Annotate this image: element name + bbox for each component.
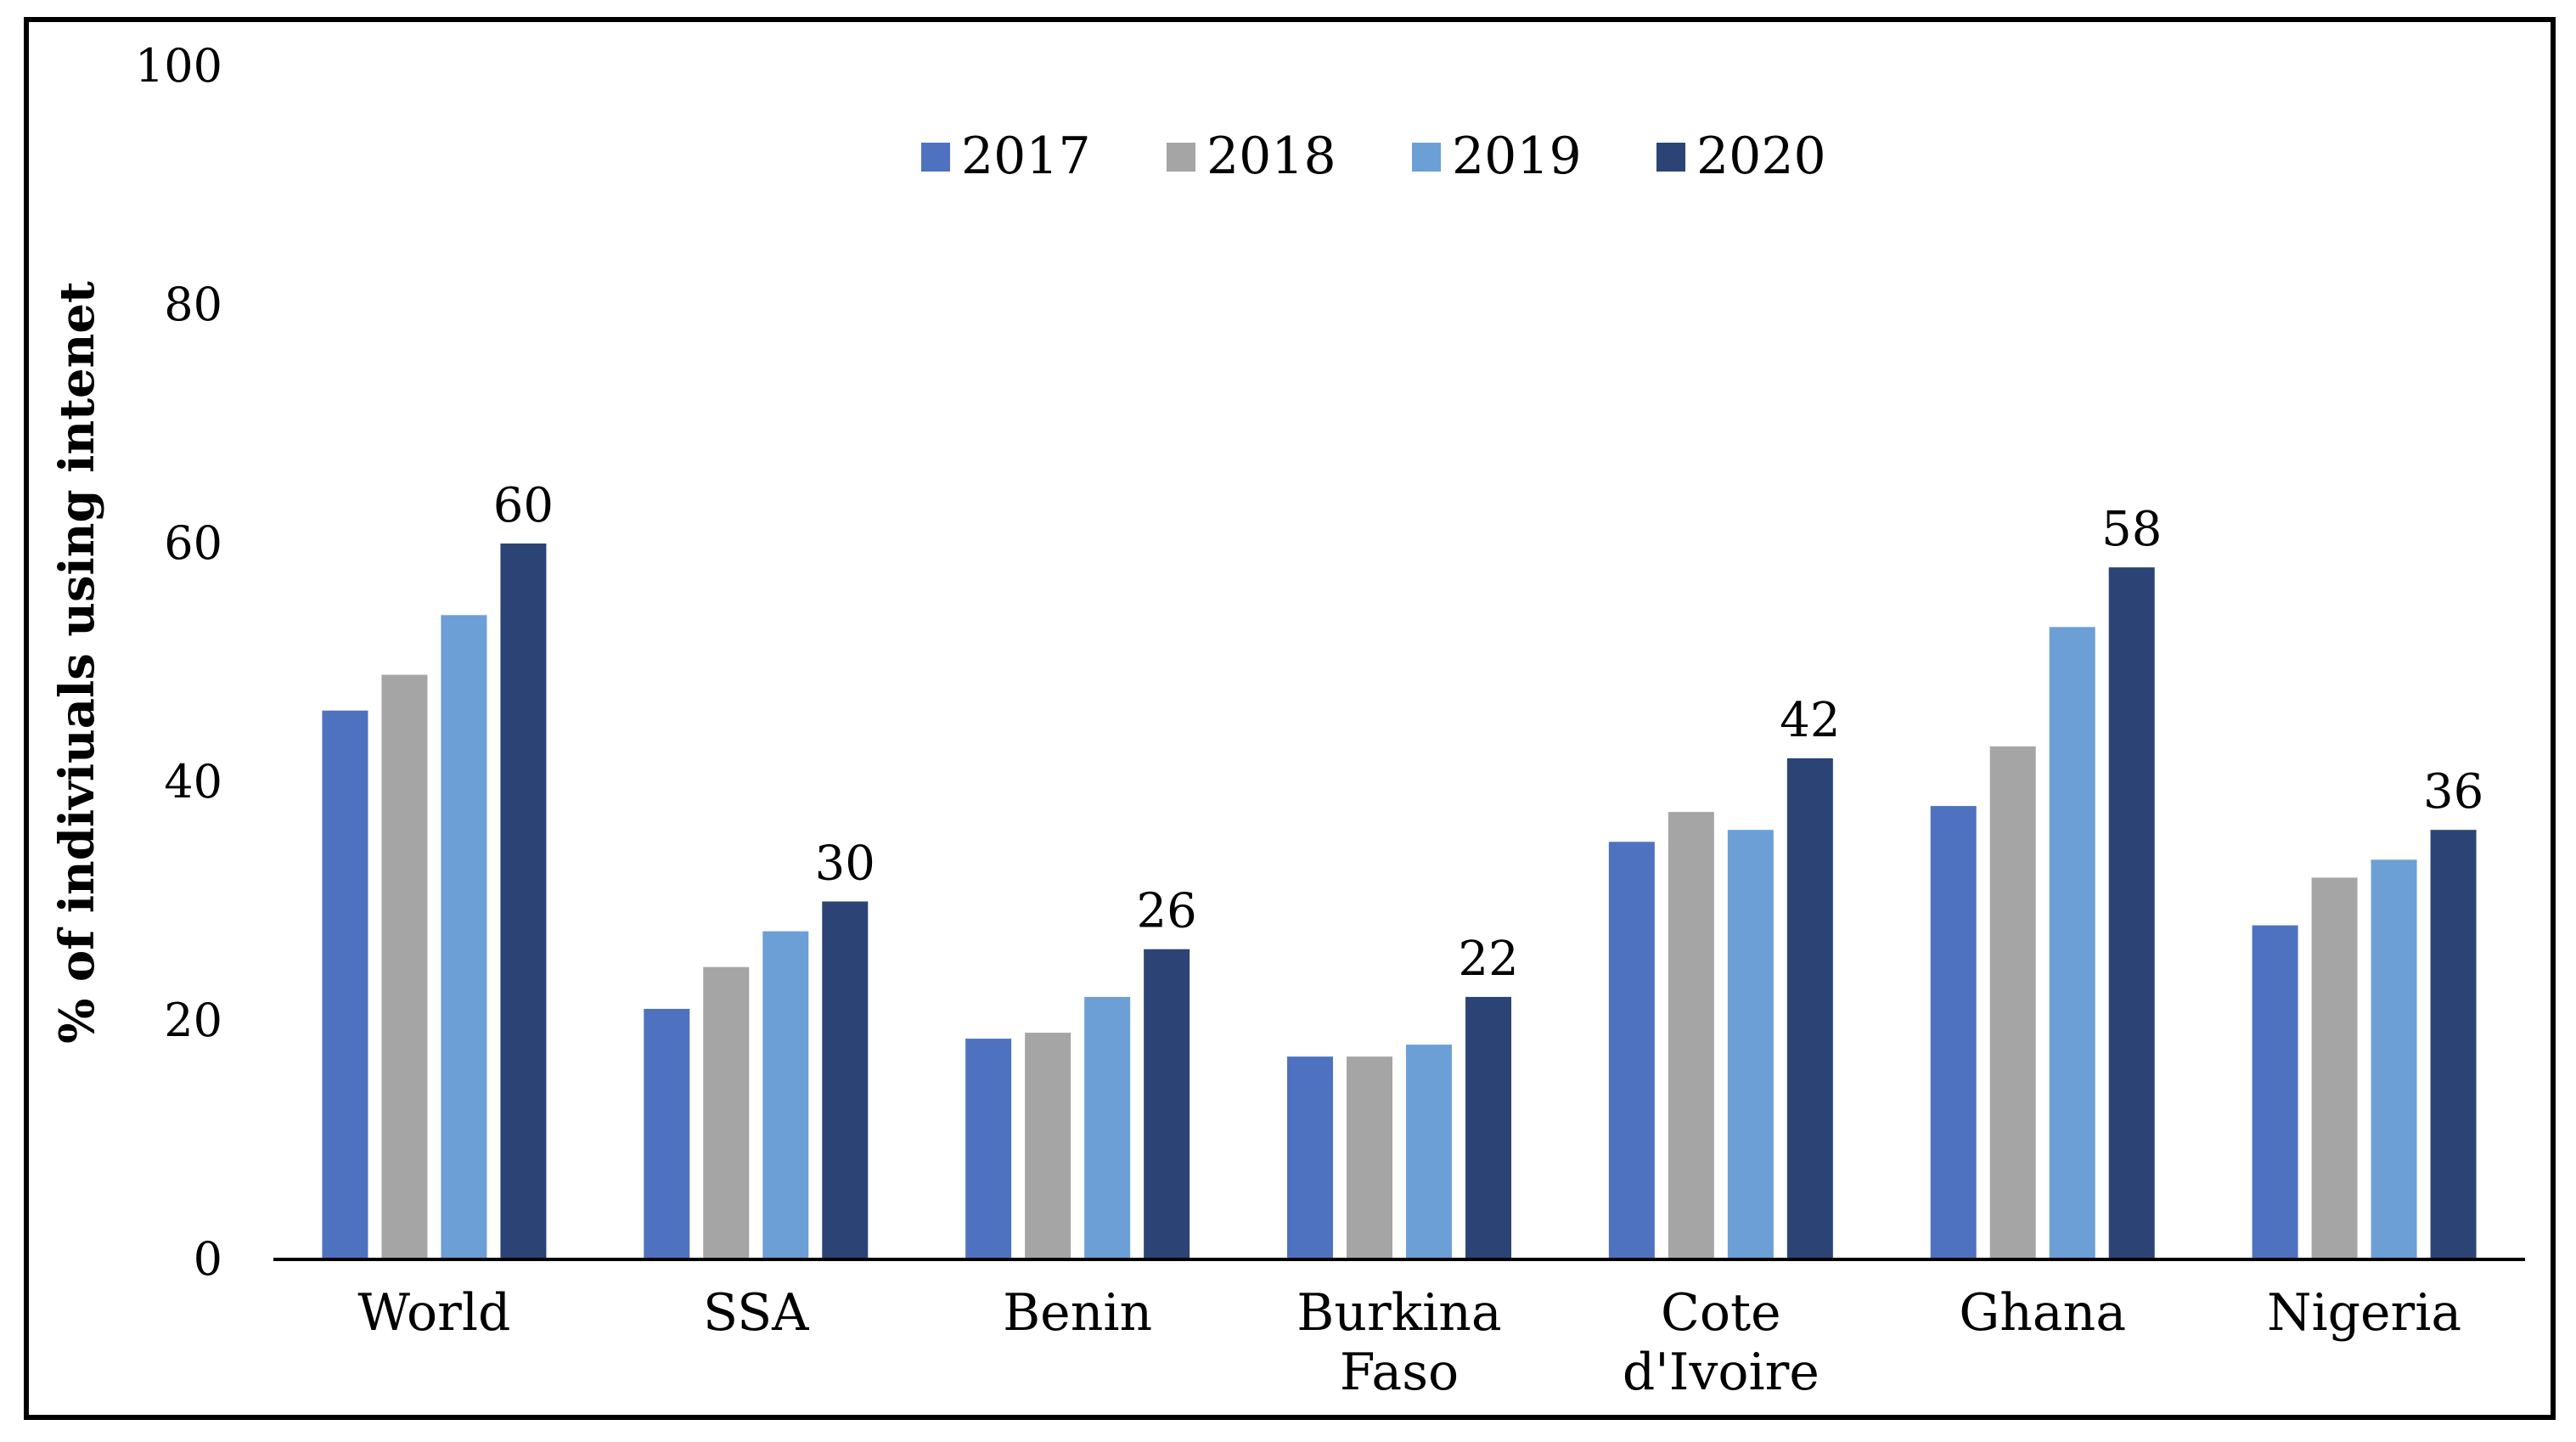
- bar-2017: [1608, 842, 1655, 1259]
- x-tick-label: Cote d'Ivoire: [1623, 1283, 1820, 1402]
- legend-swatch-2017: [921, 143, 950, 172]
- bar-2018: [2311, 877, 2358, 1259]
- x-tick-label: Burkina Faso: [1296, 1283, 1501, 1402]
- bar-2019: [1084, 996, 1131, 1259]
- data-label: 30: [815, 836, 875, 892]
- legend-swatch-2019: [1412, 143, 1441, 172]
- data-label: 42: [1780, 693, 1840, 748]
- y-tick-label: 100: [135, 39, 222, 93]
- bar-2017: [644, 1008, 690, 1259]
- legend-swatch-2018: [1167, 143, 1195, 172]
- y-tick-label: 20: [164, 994, 222, 1047]
- y-tick-label: 0: [194, 1232, 222, 1286]
- bar-2017: [1287, 1056, 1333, 1259]
- y-tick-label: 60: [164, 516, 222, 570]
- bar-2018: [1347, 1056, 1392, 1259]
- data-label: 60: [493, 478, 554, 533]
- bars-group: [322, 544, 2477, 1259]
- legend-label: 2019: [1452, 127, 1582, 186]
- bar-2020: [2430, 830, 2477, 1259]
- bar-2019: [1727, 830, 1774, 1259]
- data-label: 58: [2101, 502, 2162, 557]
- x-tick-label: Ghana: [1959, 1283, 2126, 1343]
- data-label: 36: [2423, 764, 2483, 820]
- bar-2018: [1989, 746, 2036, 1259]
- y-tick-label: 40: [164, 755, 222, 808]
- bar-2020: [500, 544, 547, 1259]
- legend-label: 2018: [1206, 127, 1336, 186]
- x-tick-label: Benin: [1003, 1283, 1152, 1343]
- bar-2017: [1930, 806, 1977, 1259]
- bar-2020: [2108, 567, 2155, 1259]
- x-tick-label: Nigeria: [2267, 1283, 2461, 1343]
- bar-2017: [965, 1039, 1012, 1259]
- y-axis-ticks: 0 20 40 60 80 100: [135, 39, 222, 1286]
- y-tick-label: 80: [164, 278, 222, 331]
- y-axis-title: % of indiviuals using intenet: [49, 281, 105, 1044]
- bar-2017: [322, 710, 368, 1259]
- bar-2020: [1786, 758, 1833, 1259]
- bar-2018: [1025, 1033, 1071, 1259]
- data-label: 22: [1458, 932, 1518, 987]
- bar-2019: [2049, 627, 2095, 1259]
- legend-label: 2017: [961, 127, 1091, 186]
- bar-2020: [822, 901, 869, 1259]
- bar-2019: [762, 931, 809, 1259]
- x-tick-label: World: [357, 1283, 510, 1343]
- legend-label: 2020: [1696, 127, 1826, 186]
- bar-2019: [1406, 1045, 1452, 1259]
- data-labels-group: 60 30 26 22 42 58 36: [493, 478, 2483, 987]
- category-labels-group: World SSA Benin Burkina Faso Cote d'Ivoire Ghan…: [357, 1283, 2461, 1402]
- legend-swatch-2020: [1656, 143, 1685, 172]
- bar-2019: [441, 615, 487, 1259]
- x-tick-label: SSA: [703, 1283, 809, 1343]
- bar-2017: [2252, 925, 2298, 1259]
- bar-2019: [2371, 859, 2417, 1259]
- legend: 2017 2018 2019 2020: [921, 127, 1826, 186]
- bar-2020: [1465, 996, 1511, 1259]
- data-label: 26: [1137, 884, 1197, 939]
- bar-2018: [703, 966, 750, 1259]
- bar-2018: [1668, 812, 1714, 1259]
- bar-2018: [381, 674, 428, 1259]
- bar-2020: [1144, 949, 1190, 1259]
